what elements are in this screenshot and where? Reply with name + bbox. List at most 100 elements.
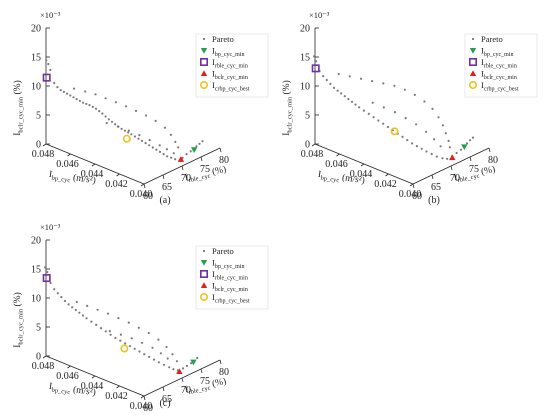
x-tick-label: 0.044 [81,169,104,180]
z-axis-label-main: I [13,133,23,136]
legend-marker [469,47,477,54]
legend-label-main: I [212,258,215,268]
pareto-point [337,72,340,76]
pareto-point [85,317,88,320]
pareto-point [195,145,198,148]
pareto-point [147,331,150,335]
legend-marker [200,282,208,289]
pareto-point [116,125,119,128]
legend-label-main: I [212,69,215,79]
pareto-point [336,89,339,92]
panel-caption: (b) [428,195,440,206]
x-axis-label-sub: bp_cyc [51,387,71,397]
pareto-point [86,304,89,307]
legend-marker [200,70,208,77]
pareto-point [127,129,130,132]
legend-marker [471,37,475,41]
legend-label: Icrbp_cyc_best [481,80,519,93]
y-tick-label: 60 [143,191,153,202]
pareto-point [433,138,436,141]
z-tick-label: 10 [300,82,310,93]
pareto-point [137,326,140,329]
legend-label-main: I [481,57,484,67]
pareto-point [393,111,397,114]
marker-rble-cyc-min [311,64,320,73]
pareto-point [152,358,156,361]
legend-marker [200,57,209,66]
y-axis-label-sub: rble_cyc [457,173,480,185]
pareto-point [444,132,447,135]
z-tick-label: 15 [300,53,310,64]
marker-rble-cyc-min [42,274,51,283]
legend-label: Pareto [212,246,234,256]
legend-label-sub: crbp_cyc_best [215,299,250,305]
x-tick [140,395,145,399]
pareto-point [362,109,365,112]
pareto-point [332,86,336,89]
z-tick-label: 20 [31,236,41,247]
legend-label-sub: bp_cyc_min [484,52,514,58]
y-axis-label: Irble_cyc (%) [184,164,228,185]
pareto-point [168,366,171,369]
marker-bclr-cyc-min [449,154,456,161]
pareto-point [313,55,316,58]
pareto-point [155,148,158,151]
y-tick [469,156,472,162]
z-tick-label: 0 [36,140,41,151]
pareto-point [75,300,78,304]
pareto-point [158,150,162,153]
pareto-point [71,306,74,309]
pareto-point [162,153,165,156]
legend-label: Ibclr_cyc_min [212,281,248,294]
pareto-point [166,155,169,158]
y-tick-label: 80 [219,155,229,166]
pareto-point [114,101,117,104]
y-tick-label: 65 [162,182,172,193]
pareto-point [95,323,98,326]
y-axis-label-sub: rble_cyc [188,173,211,185]
pareto-point [53,288,56,291]
x-tick [336,153,340,157]
marker-rble-cyc-min [42,73,51,82]
pareto-point [53,81,56,85]
legend-label: Ibp_cyc_min [212,46,245,59]
z-tick-label: 0 [36,352,41,363]
pareto-point [151,146,154,149]
y-tick-label: 65 [431,182,441,193]
pareto-point [105,121,108,125]
pareto-point [159,352,162,355]
z-axis-label-unit: (%) [12,292,23,309]
pareto-point [185,153,188,156]
pareto-point [423,100,426,103]
pareto-point [189,150,192,153]
legend-label-main: Pareto [212,246,234,256]
pareto-point [81,314,85,317]
x-axis-label-main: I [48,382,53,392]
legend-label-main: I [212,46,215,56]
legend-label: Ibp_cyc_min [212,258,245,271]
legend: ParetoIbp_cyc_minIrble_cyc_minIbclr_cyc_… [464,33,538,98]
marker-bp-cyc-min [190,147,198,153]
legend-label-sub: crbp_cyc_best [484,87,519,93]
pareto-point [448,146,451,149]
x-tick-label: 0.042 [105,391,128,402]
legend-label: Ibp_cyc_min [481,46,514,59]
x-tick [42,143,47,147]
legend-label-sub: crbp_cyc_best [215,87,250,93]
pareto-point [154,119,157,122]
legend: ParetoIbp_cyc_minIrble_cyc_minIbclr_cyc_… [195,33,269,98]
x-axis-label-main: I [48,170,53,180]
legend-label: Irble_cyc_min [212,269,248,282]
pareto-point [104,115,107,118]
pareto-point [439,145,442,148]
pareto-point [117,317,120,320]
pareto-point [158,144,161,147]
z-axis-label-unit: (%) [281,80,292,97]
pareto-point [201,140,204,143]
pareto-point [172,152,175,155]
y-tick [200,156,203,162]
y-tick [450,165,453,171]
legend-label: Icrbp_cyc_best [212,292,250,305]
pareto-point [165,148,168,151]
pareto-point [170,156,173,159]
